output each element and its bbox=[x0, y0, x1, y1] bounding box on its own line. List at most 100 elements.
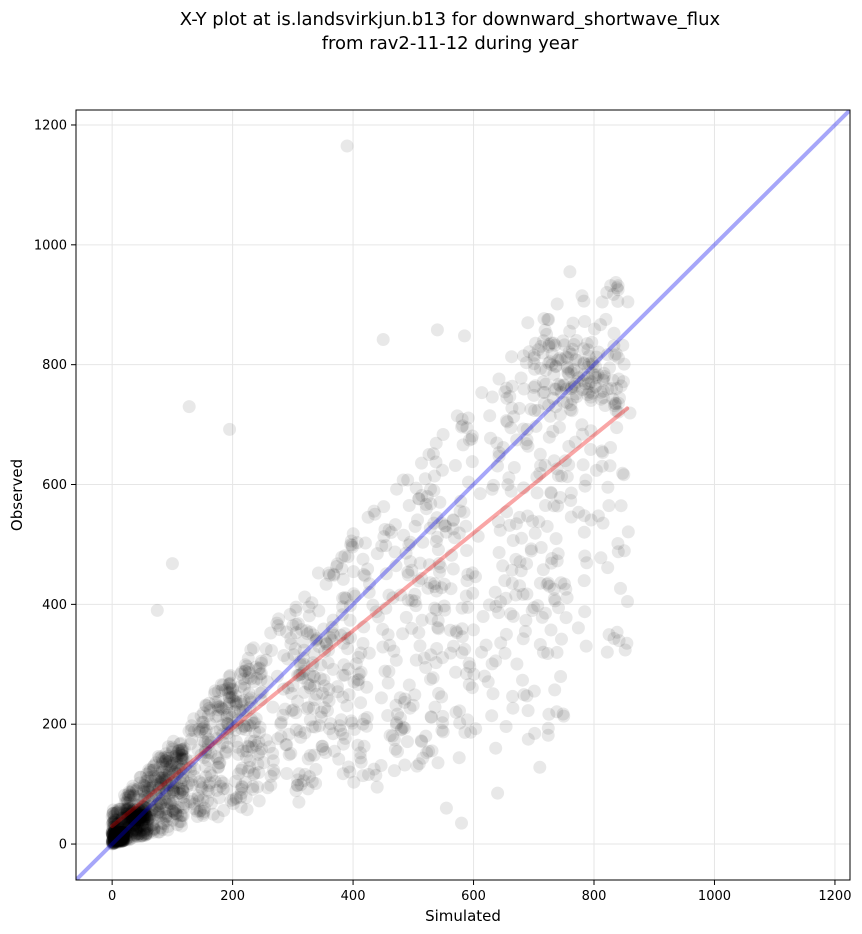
data-point bbox=[257, 756, 271, 770]
data-point bbox=[111, 817, 125, 831]
data-point bbox=[527, 348, 541, 362]
data-point bbox=[175, 743, 189, 757]
data-point bbox=[621, 295, 635, 309]
data-point bbox=[291, 694, 305, 708]
data-point bbox=[367, 762, 381, 776]
data-point bbox=[312, 719, 326, 733]
data-point bbox=[125, 812, 139, 826]
data-point bbox=[443, 623, 457, 637]
data-point bbox=[114, 826, 128, 840]
data-point bbox=[166, 794, 180, 808]
data-point bbox=[119, 791, 133, 805]
data-point bbox=[356, 637, 370, 650]
data-point bbox=[131, 799, 145, 812]
data-point bbox=[247, 766, 261, 780]
data-point bbox=[116, 829, 130, 843]
data-point bbox=[157, 817, 171, 831]
data-point bbox=[305, 596, 319, 610]
data-point bbox=[254, 673, 268, 687]
data-point bbox=[113, 830, 127, 844]
data-point bbox=[459, 519, 473, 533]
data-point bbox=[517, 481, 531, 495]
data-point bbox=[344, 631, 357, 644]
x-tick-label: 800 bbox=[582, 889, 607, 904]
data-point bbox=[401, 473, 415, 487]
data-point bbox=[135, 809, 149, 823]
data-point bbox=[114, 830, 128, 843]
data-point bbox=[374, 759, 388, 772]
data-point bbox=[122, 806, 136, 820]
data-point bbox=[114, 834, 127, 848]
data-point bbox=[128, 809, 142, 823]
data-point bbox=[266, 746, 280, 760]
data-point bbox=[609, 276, 623, 289]
data-point bbox=[171, 749, 185, 763]
data-point bbox=[111, 833, 125, 847]
data-point bbox=[123, 807, 137, 821]
data-point bbox=[112, 830, 126, 844]
data-point bbox=[166, 804, 180, 818]
data-point bbox=[248, 725, 262, 739]
data-point bbox=[259, 642, 273, 656]
data-point bbox=[382, 523, 396, 537]
data-point bbox=[211, 685, 225, 698]
data-point bbox=[190, 804, 204, 818]
data-point bbox=[322, 682, 336, 696]
data-point bbox=[350, 536, 364, 550]
data-point bbox=[120, 802, 134, 816]
data-point bbox=[243, 701, 257, 715]
data-point bbox=[116, 834, 130, 848]
data-point bbox=[108, 832, 122, 845]
data-point bbox=[129, 822, 143, 836]
data-point bbox=[381, 709, 395, 722]
data-point bbox=[121, 818, 135, 832]
data-point bbox=[137, 809, 151, 823]
data-point bbox=[183, 795, 197, 809]
data-point bbox=[119, 804, 133, 817]
data-point bbox=[115, 826, 129, 840]
data-point bbox=[435, 690, 449, 704]
data-point bbox=[560, 396, 574, 410]
data-point bbox=[506, 689, 520, 703]
data-point bbox=[127, 818, 141, 832]
data-point bbox=[149, 799, 163, 813]
data-point bbox=[379, 567, 393, 581]
data-point bbox=[113, 829, 127, 843]
data-point bbox=[118, 815, 132, 829]
data-point bbox=[500, 391, 514, 405]
data-point bbox=[132, 803, 146, 817]
data-point bbox=[479, 638, 493, 652]
data-point bbox=[117, 830, 130, 844]
data-point bbox=[565, 347, 579, 361]
data-point bbox=[611, 405, 625, 419]
data-point bbox=[589, 360, 603, 374]
data-point bbox=[211, 709, 225, 723]
data-point bbox=[217, 804, 231, 817]
data-point bbox=[161, 823, 175, 837]
data-point bbox=[318, 635, 332, 649]
data-point bbox=[354, 696, 368, 710]
data-point bbox=[132, 814, 146, 828]
data-point bbox=[550, 645, 564, 659]
data-point bbox=[128, 811, 142, 825]
data-point bbox=[345, 716, 359, 730]
data-point bbox=[106, 828, 119, 842]
data-point bbox=[335, 550, 349, 564]
data-point bbox=[117, 825, 131, 839]
data-point bbox=[369, 605, 383, 619]
data-point bbox=[289, 600, 303, 614]
data-point bbox=[411, 513, 424, 527]
data-point bbox=[163, 786, 177, 800]
data-point bbox=[115, 827, 129, 841]
data-point bbox=[135, 809, 148, 823]
data-point bbox=[110, 835, 123, 849]
data-point bbox=[120, 827, 134, 840]
data-point bbox=[601, 561, 615, 575]
data-point bbox=[141, 827, 155, 841]
x-tick-label: 1000 bbox=[698, 889, 731, 904]
data-point bbox=[278, 702, 292, 716]
data-point bbox=[113, 802, 127, 816]
data-point bbox=[492, 606, 506, 620]
data-point bbox=[567, 338, 581, 351]
